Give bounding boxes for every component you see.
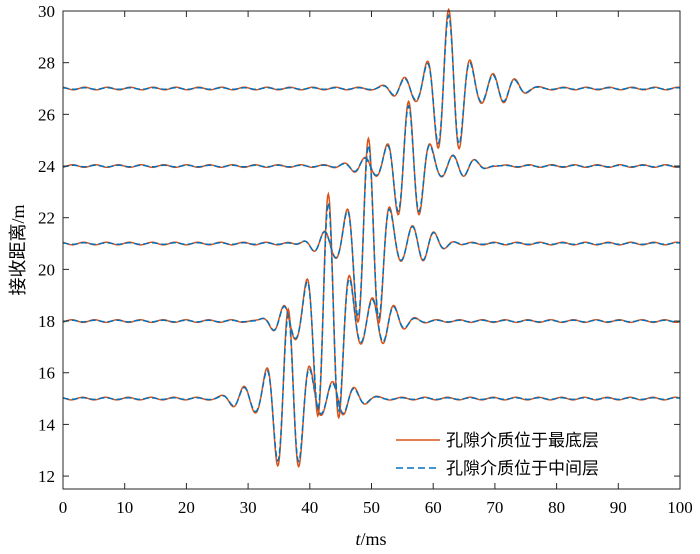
y-tick-label: 12 bbox=[38, 467, 55, 486]
x-tick-label: 20 bbox=[178, 498, 195, 517]
trace-middle-layer-27 bbox=[62, 13, 681, 146]
x-tick-label: 60 bbox=[425, 498, 442, 517]
ticks-layer: 0 10 20 30 40 50 60 70 80 90 100 12 14 16 18 20 22 24 26 28… bbox=[38, 2, 693, 517]
trace-bottom-layer-27 bbox=[62, 7, 681, 150]
y-tick-label: 22 bbox=[38, 209, 55, 228]
x-tick-label: 90 bbox=[610, 498, 627, 517]
plot-frame bbox=[62, 10, 681, 490]
trace-bottom-layer-18 bbox=[62, 191, 681, 420]
legend-label-bottom-layer: 孔隙介质位于最底层 bbox=[446, 431, 599, 450]
y-tick-label: 16 bbox=[38, 364, 55, 383]
x-axis-label-unit: /ms bbox=[361, 529, 387, 549]
y-tick-label: 28 bbox=[38, 54, 55, 73]
y-tick-label: 18 bbox=[38, 312, 55, 331]
y-tick-label: 24 bbox=[38, 157, 56, 176]
y-tick-label: 14 bbox=[38, 415, 56, 434]
x-tick-label: 50 bbox=[363, 498, 380, 517]
x-tick-label: 30 bbox=[240, 498, 257, 517]
trace-bottom-layer-24 bbox=[62, 99, 681, 216]
legend-label-middle-layer: 孔隙介质位于中间层 bbox=[446, 459, 599, 478]
legend: 孔隙介质位于最底层 孔隙介质位于中间层 bbox=[396, 431, 599, 478]
trace-middle-layer-15 bbox=[62, 313, 681, 463]
y-axis-label: 接收距离/m bbox=[8, 204, 28, 295]
y-tick-label: 20 bbox=[38, 260, 55, 279]
traces-layer bbox=[62, 7, 681, 469]
x-tick-label: 70 bbox=[486, 498, 503, 517]
x-tick-label: 0 bbox=[59, 498, 68, 517]
y-tick-label: 26 bbox=[38, 105, 55, 124]
trace-middle-layer-24 bbox=[62, 104, 681, 213]
x-tick-label: 40 bbox=[301, 498, 318, 517]
x-tick-label: 10 bbox=[116, 498, 133, 517]
trace-middle-layer-21 bbox=[62, 143, 681, 320]
trace-middle-layer-18 bbox=[62, 200, 681, 413]
x-axis-label: t/ms bbox=[355, 529, 386, 549]
y-tick-label: 30 bbox=[38, 2, 55, 21]
x-axis-label-variable: t bbox=[355, 529, 361, 549]
x-tick-label: 100 bbox=[667, 498, 693, 517]
x-tick-label: 80 bbox=[548, 498, 565, 517]
